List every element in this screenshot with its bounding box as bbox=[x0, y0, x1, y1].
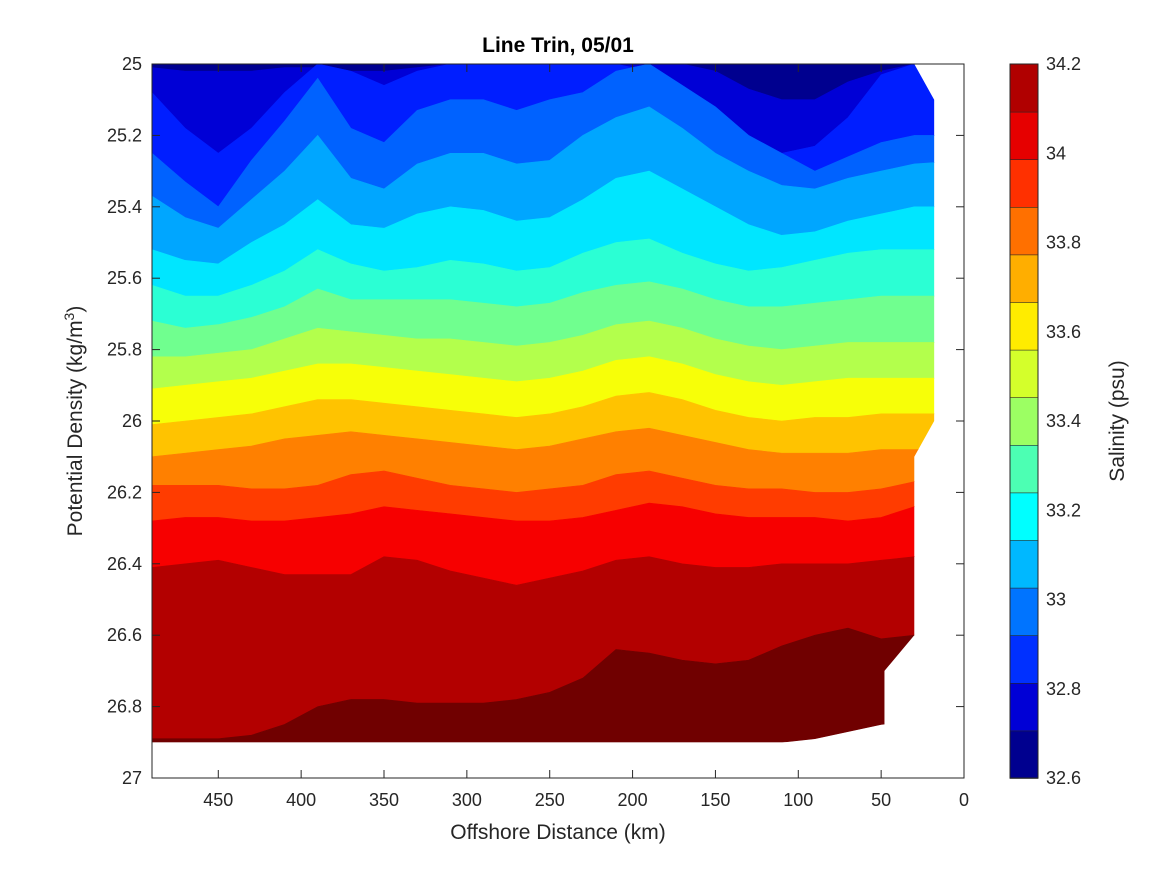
colorbar-tick-label: 32.8 bbox=[1046, 679, 1081, 699]
contour-band-15 bbox=[152, 627, 935, 743]
y-axis-label-sup: 3 bbox=[61, 312, 77, 320]
colorbar-tick-label: 33.8 bbox=[1046, 233, 1081, 253]
x-tick-label: 50 bbox=[871, 790, 891, 810]
y-axis-label: Potential Density (kg/m3) bbox=[61, 306, 87, 537]
y-tick-label: 26.6 bbox=[107, 625, 142, 645]
colorbar-segment bbox=[1009, 206, 1039, 256]
y-axis-label-main: Potential Density (kg/m bbox=[64, 320, 87, 536]
y-axis-label-end: ) bbox=[64, 306, 87, 313]
colorbar-segment bbox=[1009, 158, 1039, 208]
x-tick-label: 0 bbox=[959, 790, 969, 810]
x-tick-label: 250 bbox=[535, 790, 565, 810]
x-tick-label: 400 bbox=[286, 790, 316, 810]
x-axis-label: Offshore Distance (km) bbox=[450, 821, 666, 844]
colorbar-tick-label: 33.6 bbox=[1046, 322, 1081, 342]
y-tick-label: 26.8 bbox=[107, 697, 142, 717]
colorbar-label: Salinity (psu) bbox=[1106, 360, 1129, 481]
colorbar-segment bbox=[1009, 730, 1039, 779]
colorbar-tick-label: 33 bbox=[1046, 590, 1066, 610]
colorbar-segment bbox=[1009, 587, 1039, 636]
colorbar-segment bbox=[1009, 349, 1039, 399]
y-axis-ticks: 25 25.2 25.4 25.6 25.8 26 26.2 26.4 26.6 26.8 27 bbox=[107, 54, 964, 788]
colorbar-tick-label: 33.4 bbox=[1046, 411, 1081, 431]
x-axis-ticks: 450 400 350 300 250 200 150 100 50 0 bbox=[203, 64, 969, 810]
y-tick-label: 27 bbox=[122, 768, 142, 788]
colorbar-segment bbox=[1009, 539, 1039, 589]
y-tick-label: 25.8 bbox=[107, 340, 142, 360]
colorbar-segment bbox=[1009, 63, 1039, 113]
colorbar-segment bbox=[1009, 396, 1039, 446]
colorbar-ticks: 32.6 32.8 33 33.2 33.4 33.6 33.8 34 34.2 bbox=[1046, 54, 1081, 788]
x-tick-label: 150 bbox=[700, 790, 730, 810]
y-tick-label: 25 bbox=[122, 54, 142, 74]
x-tick-label: 200 bbox=[618, 790, 648, 810]
y-tick-label: 26 bbox=[122, 411, 142, 431]
y-tick-label: 25.4 bbox=[107, 197, 142, 217]
y-tick-label: 26.4 bbox=[107, 554, 142, 574]
x-tick-label: 300 bbox=[452, 790, 482, 810]
colorbar-tick-label: 34.2 bbox=[1046, 54, 1081, 74]
colorbar-segment bbox=[1009, 301, 1039, 351]
colorbar-segment bbox=[1009, 254, 1039, 303]
y-tick-label: 25.6 bbox=[107, 268, 142, 288]
contour-fill-layer bbox=[152, 64, 935, 743]
y-tick-label: 25.2 bbox=[107, 125, 142, 145]
colorbar-segment bbox=[1009, 492, 1039, 541]
colorbar-tick-label: 34 bbox=[1046, 143, 1066, 163]
colorbar-frame bbox=[1009, 63, 1039, 779]
colorbar-segment bbox=[1009, 111, 1039, 160]
colorbar-segment bbox=[1009, 682, 1039, 732]
colorbar-segment bbox=[1009, 444, 1039, 494]
x-tick-label: 100 bbox=[783, 790, 813, 810]
x-tick-label: 350 bbox=[369, 790, 399, 810]
colorbar-segment bbox=[1009, 634, 1039, 684]
chart-title: Line Trin, 05/01 bbox=[482, 34, 634, 57]
colorbar-tick-label: 32.6 bbox=[1046, 768, 1081, 788]
colorbar-tick-label: 33.2 bbox=[1046, 500, 1081, 520]
y-tick-label: 26.2 bbox=[107, 482, 142, 502]
colorbar bbox=[1009, 63, 1039, 779]
x-tick-label: 450 bbox=[203, 790, 233, 810]
